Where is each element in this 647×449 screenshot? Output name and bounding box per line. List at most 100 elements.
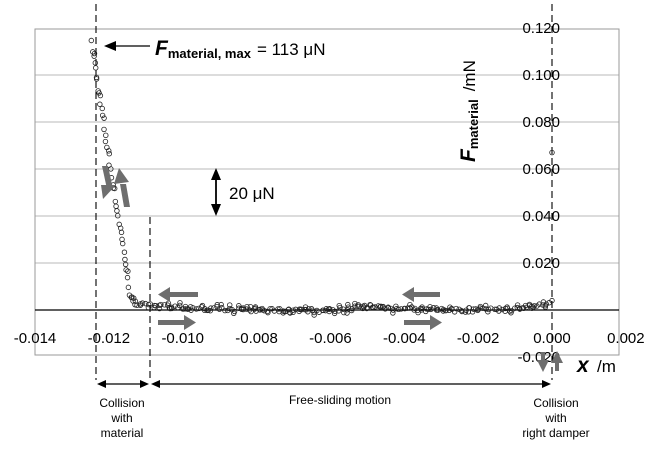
data-point <box>97 92 104 99</box>
x-tick-label: -0.008 <box>235 330 278 347</box>
max-force-annotation: Fmaterial, max = 113 μN <box>104 37 326 61</box>
data-point <box>443 307 449 314</box>
x-axis-title: x /m <box>576 354 616 377</box>
direction-arrows <box>101 166 563 372</box>
data-point <box>267 306 273 312</box>
data-point <box>246 307 253 313</box>
data-point <box>122 261 129 268</box>
data-point <box>453 305 459 312</box>
data-point <box>231 310 237 316</box>
data-point <box>287 310 293 316</box>
data-point <box>390 307 396 313</box>
svg-text:material: material <box>101 426 144 440</box>
data-point <box>102 138 109 145</box>
collision-material-label: Collision with material <box>99 396 144 440</box>
max-force-symbol: F <box>155 37 169 60</box>
x-tick-labels: -0.014 -0.012 -0.010 -0.008 -0.006 -0.004 -0.0… <box>14 330 645 347</box>
data-point <box>88 37 95 44</box>
data-point <box>290 307 296 313</box>
data-point <box>115 213 121 219</box>
data-point <box>193 306 200 312</box>
data-point <box>465 309 472 315</box>
data-point <box>331 310 338 317</box>
y-tick-labels: -0.020 0.020 0.040 0.060 0.080 0.100 0.120 <box>517 20 560 366</box>
data-point <box>247 303 254 310</box>
data-point <box>543 301 550 307</box>
data-point <box>297 306 304 312</box>
data-point <box>385 305 392 311</box>
arrow-down-icon <box>537 352 549 372</box>
data-point <box>248 308 254 315</box>
data-point <box>451 309 458 315</box>
data-point <box>370 304 376 310</box>
data-point <box>190 305 196 311</box>
y-axis-title: Fmaterial/mN <box>457 60 481 162</box>
svg-text:Collision: Collision <box>99 396 144 410</box>
data-point <box>96 90 102 96</box>
data-point <box>91 53 97 59</box>
data-point <box>340 306 346 312</box>
data-point <box>121 249 128 255</box>
data-point <box>222 307 228 314</box>
data-point <box>114 208 120 214</box>
y-tick-label: -0.020 <box>517 349 560 366</box>
arrow-right-icon <box>404 315 442 330</box>
y-axis-symbol: F <box>457 148 480 162</box>
data-point <box>153 302 159 309</box>
data-point <box>419 304 425 310</box>
data-point <box>227 302 233 308</box>
data-point <box>496 308 502 314</box>
data-point <box>214 302 220 308</box>
data-point <box>124 274 131 281</box>
data-point <box>166 305 173 311</box>
plot-area <box>34 28 620 356</box>
arrow-left-icon <box>402 287 440 302</box>
data-point <box>496 305 503 311</box>
data-point <box>320 307 326 314</box>
data-point <box>275 306 281 312</box>
data-point <box>118 229 125 236</box>
data-point <box>244 303 250 310</box>
data-point <box>352 303 358 309</box>
data-point <box>240 305 247 311</box>
data-point <box>382 306 388 312</box>
svg-text:Fmaterial/mN: Fmaterial/mN <box>457 60 481 162</box>
data-point <box>530 304 537 310</box>
data-point <box>499 306 505 313</box>
data-point <box>139 300 146 306</box>
data-point <box>103 132 109 139</box>
data-point <box>332 308 338 314</box>
data-point <box>341 309 347 316</box>
data-point <box>508 310 514 316</box>
data-point <box>151 304 157 311</box>
y-axis-unit: /mN <box>460 60 479 91</box>
data-point <box>207 308 213 314</box>
data-point <box>91 50 98 57</box>
region-spans <box>97 380 551 388</box>
data-point <box>469 309 476 315</box>
x-tick-label: 0.002 <box>607 330 645 347</box>
arrow-right-icon <box>158 315 196 330</box>
data-point <box>516 305 523 312</box>
data-point <box>428 306 434 313</box>
data-point <box>99 112 106 119</box>
max-force-value: = 113 μN <box>257 40 326 59</box>
data-point <box>336 302 342 309</box>
scale-bar-label: 20 μN <box>229 184 275 203</box>
data-point <box>549 297 555 304</box>
svg-text:with: with <box>110 411 132 425</box>
data-point <box>536 301 543 307</box>
data-point <box>158 301 164 308</box>
data-point <box>349 307 355 314</box>
data-point <box>345 301 351 308</box>
data-points <box>88 37 555 318</box>
data-point <box>101 115 107 121</box>
data-point <box>211 305 217 311</box>
data-point <box>395 306 402 313</box>
y-tick-label: 0.120 <box>522 20 560 37</box>
data-point <box>344 310 350 316</box>
data-point <box>372 304 378 310</box>
data-point <box>196 305 202 312</box>
data-point <box>398 306 404 312</box>
